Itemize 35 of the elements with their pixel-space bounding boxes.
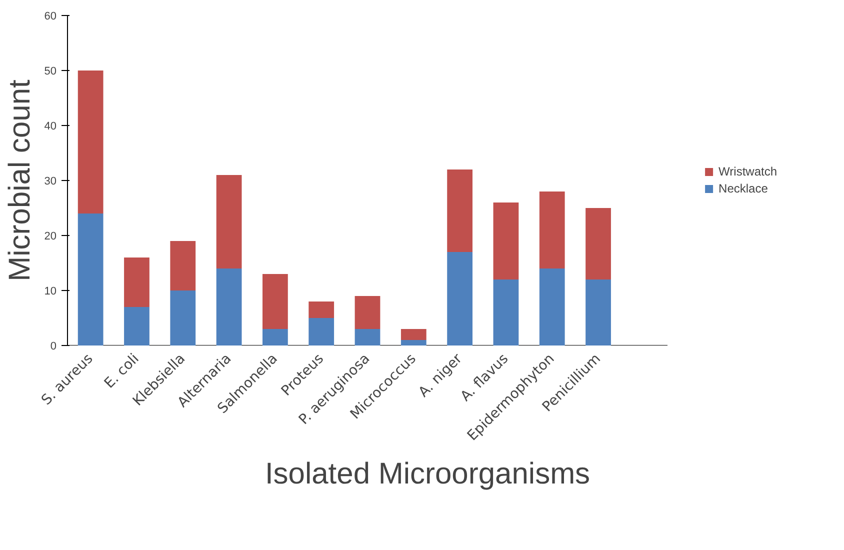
- bar: [493, 280, 519, 346]
- y-tick-label: 0: [50, 340, 57, 352]
- y-tick-label: 50: [44, 66, 57, 78]
- y-tick-label: 60: [44, 10, 57, 22]
- bar: [447, 252, 472, 346]
- bar: [262, 329, 288, 346]
- bar: [493, 202, 519, 280]
- legend-label: Wristwatch: [718, 164, 777, 178]
- bar: [354, 329, 380, 346]
- bar: [78, 70, 104, 214]
- bar: [216, 268, 242, 346]
- x-axis-title: Isolated Microorganisms: [264, 458, 590, 491]
- bar: [216, 175, 242, 268]
- bar: [400, 340, 426, 346]
- bar: [124, 258, 150, 307]
- bar: [354, 296, 380, 329]
- bar: [262, 274, 288, 329]
- y-axis-title: Microbial count: [3, 78, 36, 282]
- bar: [124, 307, 150, 346]
- y-tick-label: 40: [44, 120, 57, 132]
- y-tick-label: 20: [44, 230, 57, 242]
- bar: [586, 208, 611, 280]
- bar: [539, 268, 565, 346]
- legend-label: Necklace: [718, 182, 768, 196]
- bar: [170, 290, 196, 346]
- bar: [170, 241, 196, 290]
- y-tick-label: 30: [44, 176, 57, 188]
- bar: [308, 318, 334, 346]
- bar: [447, 170, 472, 252]
- bar: [400, 329, 426, 340]
- bar: [308, 302, 334, 318]
- bar: [586, 280, 611, 346]
- bar: [78, 214, 104, 346]
- y-tick-label: 10: [44, 286, 57, 298]
- bar: [539, 192, 565, 268]
